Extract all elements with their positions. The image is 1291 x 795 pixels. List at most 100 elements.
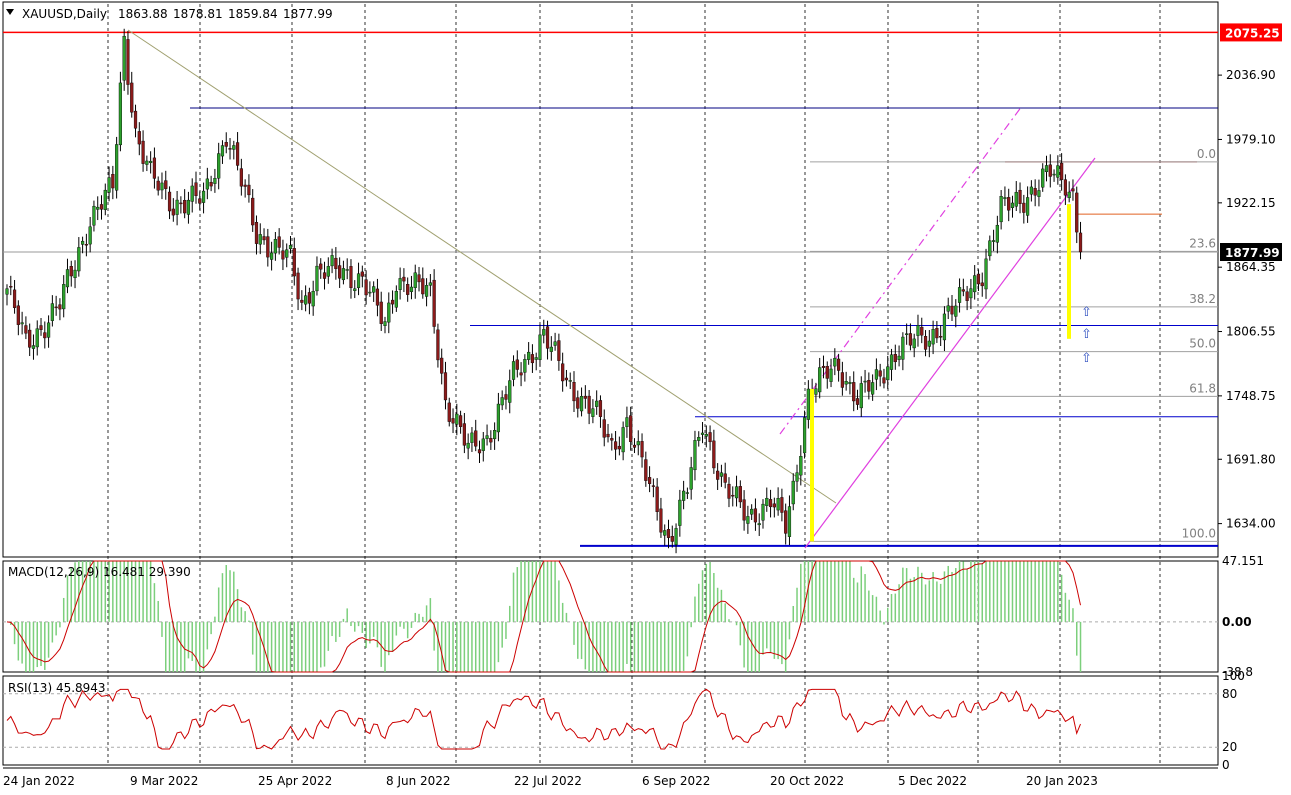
highlight-bar-drop: [1067, 204, 1071, 339]
candle-body: [606, 433, 610, 438]
candle-body: [496, 403, 500, 433]
candle-body: [24, 325, 28, 334]
candle-body: [436, 329, 440, 361]
candle-body: [1060, 162, 1064, 180]
resistance-price-label: 2075.25: [1225, 26, 1280, 40]
candle-body: [288, 245, 293, 250]
candle-body: [1010, 202, 1015, 209]
candle-body: [16, 305, 20, 325]
candle-body: [731, 494, 735, 497]
macd-signal-line: [6, 560, 1081, 673]
chart-title: XAUUSD,Daily: [22, 7, 107, 21]
candle-body: [50, 303, 54, 321]
candle-body: [515, 359, 519, 370]
candle-body: [821, 365, 826, 368]
candle-body: [270, 252, 274, 260]
candle-body: [1014, 191, 1018, 207]
candle-body: [217, 153, 221, 179]
x-tick-label: 24 Jan 2022: [3, 774, 75, 788]
candle-body: [636, 441, 640, 446]
y-tick-label: 1922.15: [1226, 196, 1276, 210]
candle-body: [848, 382, 852, 384]
candle-body: [345, 269, 349, 271]
x-tick-label: 6 Sep 2022: [642, 774, 710, 788]
candle-body: [893, 354, 897, 363]
candle-body: [258, 234, 262, 245]
candle-body: [950, 305, 954, 315]
candle-body: [852, 382, 856, 402]
candle-body: [273, 239, 277, 254]
candle-body: [356, 273, 361, 289]
candle-body: [126, 39, 130, 85]
rsi-tick-label: 80: [1222, 687, 1237, 701]
candle-body: [232, 145, 236, 150]
candle-body: [946, 305, 950, 312]
candle-body: [107, 177, 111, 193]
candle-body: [617, 445, 621, 450]
candle-body: [451, 418, 455, 424]
candle-body: [383, 321, 387, 326]
candle-body: [791, 480, 795, 505]
candle-body: [379, 301, 383, 324]
candle-body: [871, 382, 875, 395]
candle-body: [296, 272, 300, 300]
fib-level-label: 38.2: [1189, 292, 1216, 306]
candle-body: [802, 417, 807, 454]
candle-body: [88, 226, 92, 245]
panel-frame-0: [2, 1, 1219, 558]
candle-body: [776, 498, 780, 511]
candle-body: [553, 341, 557, 346]
candle-body: [137, 131, 141, 145]
candle-body: [663, 530, 667, 536]
y-tick-label: 1864.35: [1226, 260, 1276, 274]
up-arrow-icon: ⇧: [1081, 327, 1092, 342]
candle-body: [1029, 186, 1033, 195]
candle-body: [493, 430, 497, 440]
candle-body: [564, 377, 569, 381]
rsi-tick-label: 100: [1222, 669, 1245, 683]
candle-body: [69, 266, 73, 277]
candle-body: [262, 236, 266, 241]
candle-body: [228, 148, 232, 150]
candle-body: [160, 182, 164, 191]
candle-body: [674, 528, 678, 545]
candle-body: [591, 408, 595, 417]
candle-body: [708, 432, 712, 443]
candle-body: [334, 257, 338, 269]
candle-body: [787, 506, 792, 537]
candle-body: [806, 388, 810, 420]
candle-body: [35, 328, 39, 348]
candle-body: [326, 266, 330, 277]
candle-body: [527, 351, 531, 360]
candle-body: [927, 340, 931, 347]
candle-body: [995, 224, 999, 243]
candle-body: [1078, 232, 1083, 253]
ohlc-close: 1877.99: [283, 7, 333, 21]
candle-body: [716, 470, 720, 480]
candle-body: [12, 289, 17, 308]
candle-body: [693, 440, 697, 471]
candle-body: [470, 432, 474, 443]
candle-body: [768, 499, 773, 508]
candle-body: [837, 358, 841, 371]
x-tick-label: 8 Jun 2022: [386, 774, 451, 788]
rsi-line: [6, 688, 1081, 750]
candle-body: [292, 248, 296, 277]
resistance-price-box: [1220, 23, 1282, 42]
candle-body: [304, 295, 308, 305]
candle-body: [406, 284, 410, 295]
candle-body: [432, 279, 436, 327]
candle-body: [738, 486, 742, 503]
candle-body: [935, 328, 939, 339]
candle-body: [31, 345, 36, 349]
candle-body: [511, 361, 516, 380]
candle-body: [923, 336, 928, 350]
candle-body: [247, 184, 251, 196]
candle-body: [784, 510, 788, 534]
candle-body: [859, 383, 863, 409]
candle-body: [220, 145, 225, 157]
candle-body: [1018, 189, 1022, 204]
candle-body: [765, 497, 769, 506]
candle-body: [164, 180, 168, 189]
